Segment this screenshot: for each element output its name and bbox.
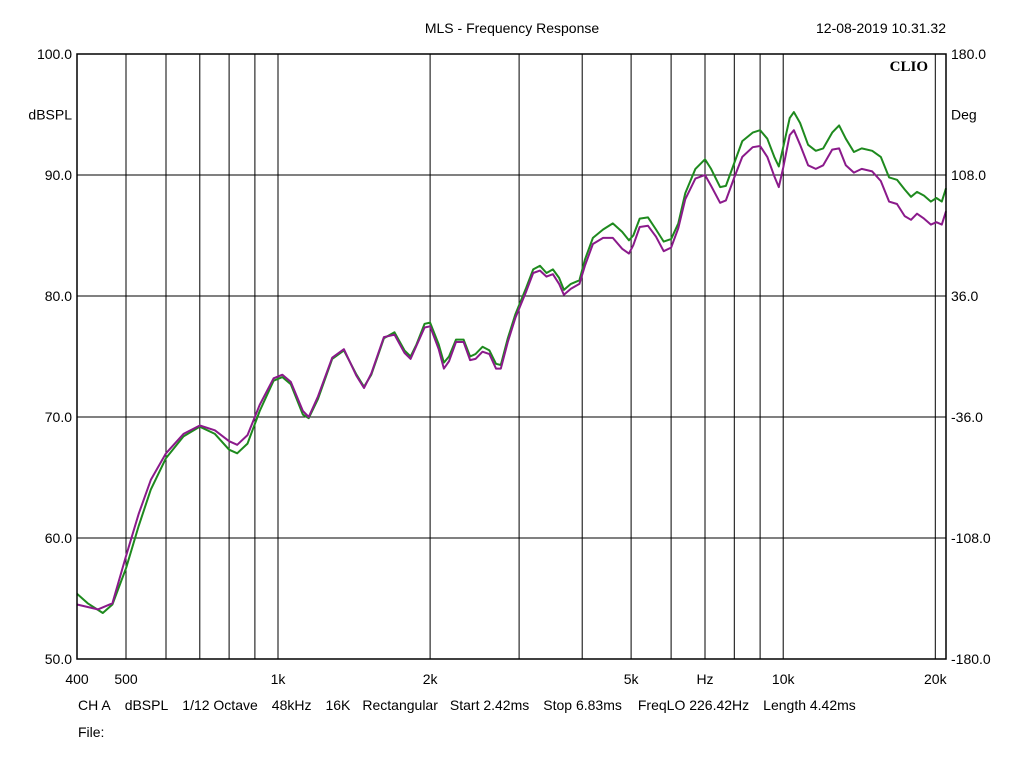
- footer-param: 48kHz: [271, 697, 312, 713]
- y-tick-label: 90.0: [45, 167, 72, 183]
- footer-param: 1/12 Octave: [182, 697, 258, 713]
- y2-tick-label: 36.0: [951, 288, 978, 304]
- x-tick-label: 5k: [624, 671, 640, 687]
- y2-tick-label: 180.0: [951, 46, 986, 62]
- y-tick-label: 70.0: [45, 409, 72, 425]
- x-tick-label: 500: [114, 671, 138, 687]
- chart-datetime: 12-08-2019 10.31.32: [816, 20, 946, 36]
- chart-grid: [77, 53, 946, 660]
- x-tick-label: 1k: [271, 671, 287, 687]
- series-line-1: [76, 111, 947, 614]
- y-tick-label: 100.0: [37, 46, 72, 62]
- y-tick-label: 60.0: [45, 530, 72, 546]
- y2-tick-label: 108.0: [951, 167, 986, 183]
- footer-param: Start 2.42ms: [449, 697, 530, 713]
- x-axis-unit: Hz: [696, 671, 713, 687]
- y2-axis-label: Deg: [951, 107, 977, 123]
- y2-tick-label: -108.0: [951, 530, 991, 546]
- footer-param: Length 4.42ms: [763, 697, 856, 713]
- axis-labels: 100.0 90.0 80.0 70.0 60.0 50.0 180.0 108.0 36.0 -…: [28, 46, 991, 687]
- footer-param: CH A: [78, 697, 111, 713]
- frequency-response-chart: MLS - Frequency Response 12-08-2019 10.3…: [28, 20, 991, 687]
- x-tick-label: 20k: [924, 671, 948, 687]
- chart-title: MLS - Frequency Response: [425, 20, 600, 36]
- footer-param: FreqLO 226.42Hz: [637, 697, 750, 713]
- plot-frame: [76, 53, 947, 660]
- footer-param: dBSPL: [124, 697, 169, 713]
- x-tick-label: 400: [65, 671, 89, 687]
- footer-param: Stop 6.83ms: [543, 697, 622, 713]
- y-tick-label: 50.0: [45, 651, 72, 667]
- clio-logo: CLIO: [890, 59, 928, 75]
- y-tick-label: 80.0: [45, 288, 72, 304]
- footer-info-line: CH A dBSPL 1/12 Octave 48kHz 16K Rectangular S…: [78, 697, 856, 713]
- y2-tick-label: -180.0: [951, 651, 991, 667]
- x-tick-label: 10k: [772, 671, 796, 687]
- y2-tick-label: -36.0: [951, 409, 983, 425]
- x-tick-label: 2k: [423, 671, 439, 687]
- footer-file-line: File:: [78, 724, 105, 740]
- chart-series: [76, 111, 947, 614]
- footer-param: 16K: [325, 697, 351, 713]
- series-line-2: [76, 129, 947, 611]
- y-axis-label: dBSPL: [28, 107, 72, 123]
- footer-param: Rectangular: [362, 697, 438, 713]
